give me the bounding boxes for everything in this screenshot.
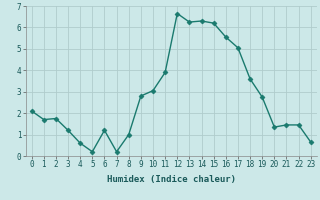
X-axis label: Humidex (Indice chaleur): Humidex (Indice chaleur) xyxy=(107,175,236,184)
